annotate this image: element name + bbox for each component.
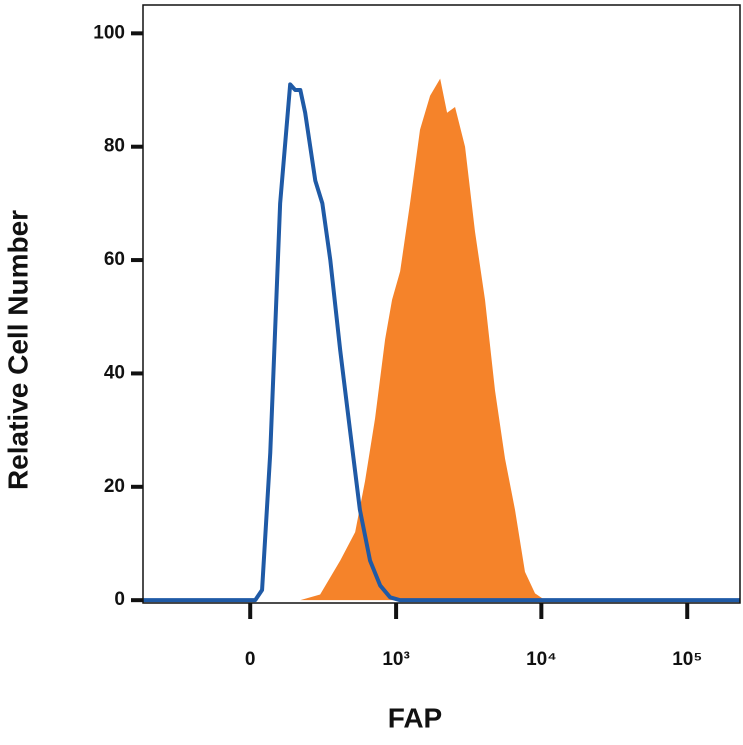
y-tick-label: 20: [104, 476, 125, 497]
y-tick-label: 60: [104, 249, 125, 270]
x-tick-label: 10³: [382, 649, 409, 670]
histogram-area: [143, 78, 740, 601]
histogram-line: [143, 82, 740, 603]
x-tick-label: 0: [245, 649, 256, 670]
y-axis-title: Relative Cell Number: [2, 210, 33, 490]
x-axis-title: FAP: [388, 702, 442, 733]
x-tick-label: 10⁴: [526, 649, 557, 670]
plot-frame: [142, 4, 741, 604]
x-tick-label: 10⁵: [672, 649, 702, 670]
y-tick-label: 0: [114, 589, 125, 610]
y-tick-label: 40: [104, 362, 125, 383]
y-tick-label: 80: [104, 136, 125, 157]
y-tick-label: 100: [93, 22, 125, 43]
